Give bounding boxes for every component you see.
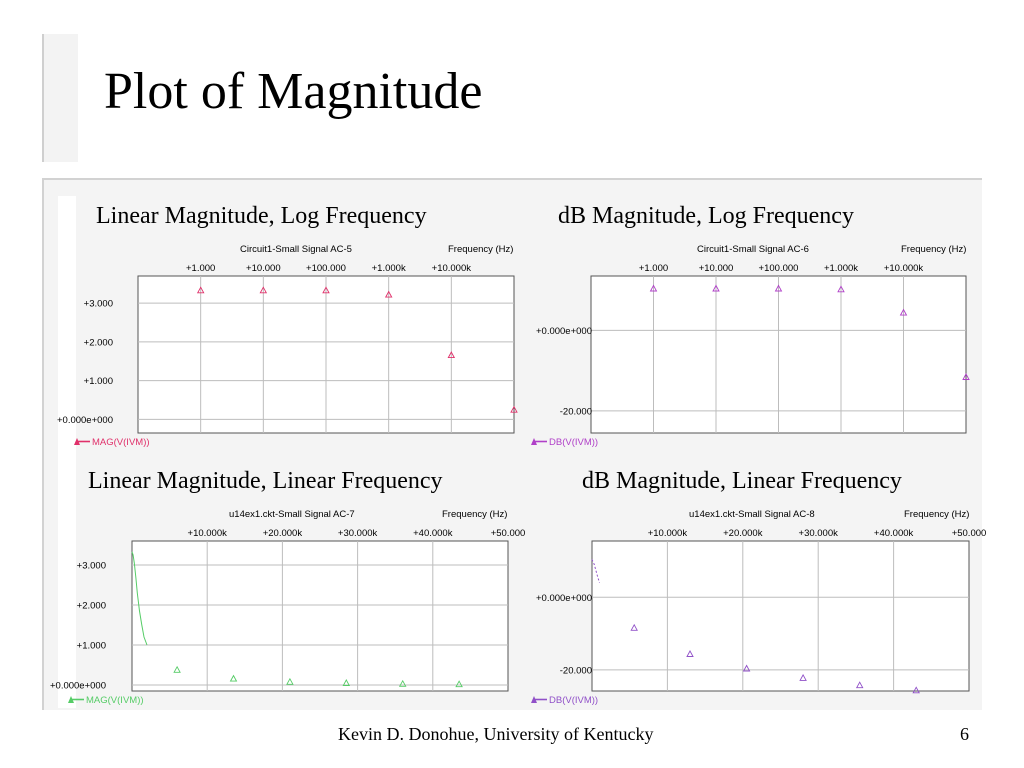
x-tick-label: +40.000k (874, 528, 914, 539)
x-tick-label: +10.000 (699, 263, 734, 274)
data-point-marker (649, 284, 658, 292)
x-tick-label: +1.000k (372, 263, 406, 274)
chart-heading-db-linear: dB Magnitude, Linear Frequency (582, 468, 902, 494)
x-tick-label: +10.000k (188, 528, 228, 539)
chart-title: u14ex1.ckt-Small Signal AC-8 (689, 509, 815, 520)
data-point-marker (342, 679, 351, 686)
data-point-marker (384, 290, 393, 298)
data-point-marker (855, 681, 864, 689)
data-point-marker (398, 679, 407, 687)
data-point-marker (322, 286, 330, 294)
y-tick-label: +1.000 (77, 641, 106, 652)
y-tick-label: +3.000 (84, 299, 113, 310)
x-tick-label: +50.000 (952, 528, 987, 539)
legend-swatch-marker (68, 696, 74, 703)
data-point-marker (510, 405, 518, 413)
x-tick-label: +1.000 (186, 263, 215, 274)
y-tick-label: -20.000 (560, 406, 592, 417)
x-tick-label: +30.000k (338, 528, 378, 539)
data-point-marker (912, 686, 920, 694)
chart-linear-magnitude-linear-frequency: u14ex1.ckt-Small Signal AC-7 Frequency (H… (50, 509, 526, 706)
chart-db-magnitude-linear-frequency: u14ex1.ckt-Small Signal AC-8 Frequency (H… (531, 509, 987, 706)
x-tick-label: +100.000 (306, 263, 346, 274)
page-title: Plot of Magnitude (104, 63, 483, 120)
chart-heading-db-log: dB Magnitude, Log Frequency (558, 203, 854, 229)
plot-area (591, 540, 970, 692)
plot-area (131, 540, 509, 692)
data-point-marker (774, 284, 783, 292)
data-point-marker (899, 308, 908, 316)
x-tick-label: +10.000k (648, 528, 688, 539)
data-point-marker (455, 680, 463, 688)
x-tick-label: +10.000 (246, 263, 281, 274)
data-point-marker (173, 665, 181, 673)
data-point-marker (962, 373, 970, 380)
footer-credit: Kevin D. Donohue, University of Kentucky (338, 724, 654, 744)
legend-swatch-marker (531, 696, 537, 703)
x-tick-label: +100.000 (759, 263, 799, 274)
x-tick-label: +40.000k (413, 528, 453, 539)
page-number: 6 (960, 724, 969, 744)
chart-title: Circuit1-Small Signal AC-5 (240, 244, 352, 255)
data-point-marker (259, 286, 268, 294)
x-tick-label: +10.000k (884, 263, 924, 274)
chart-db-magnitude-log-frequency: Circuit1-Small Signal AC-6 Frequency (Hz)… (531, 244, 970, 448)
chart-heading-linear-linear: Linear Magnitude, Linear Frequency (88, 468, 443, 494)
x-tick-label: +20.000k (723, 528, 763, 539)
x-tick-label: +50.000 (491, 528, 526, 539)
chart-linear-magnitude-log-frequency: Circuit1-Small Signal AC-5 Frequency (Hz)… (57, 244, 518, 448)
y-tick-label: -20.000 (560, 665, 592, 676)
legend-label: MAG(V(IVM)) (86, 695, 144, 706)
y-tick-label: +0.000e+000 (536, 326, 592, 337)
y-tick-label: +0.000e+000 (536, 593, 592, 604)
content-white-strip (58, 196, 76, 708)
x-tick-label: +1.000 (639, 263, 668, 274)
chart-title: Circuit1-Small Signal AC-6 (697, 244, 809, 255)
y-tick-label: +0.000e+000 (50, 681, 106, 692)
y-tick-label: +3.000 (77, 561, 106, 572)
legend-label: DB(V(IVM)) (549, 437, 598, 448)
chart-title: u14ex1.ckt-Small Signal AC-7 (229, 509, 355, 520)
data-point-marker (229, 674, 238, 682)
data-point-marker (686, 650, 694, 657)
y-tick-label: +2.000 (84, 337, 113, 348)
data-point-marker (447, 351, 456, 359)
data-point-marker (630, 623, 638, 631)
data-point-marker (837, 285, 845, 293)
x-tick-label: +1.000k (824, 263, 858, 274)
legend-label: DB(V(IVM)) (549, 695, 598, 706)
chart-heading-linear-log: Linear Magnitude, Log Frequency (96, 203, 427, 229)
series-curve (591, 559, 600, 583)
x-axis-label: Frequency (Hz) (901, 244, 966, 255)
data-point-marker (712, 284, 720, 292)
legend-swatch-marker (74, 438, 80, 445)
x-tick-label: +20.000k (263, 528, 303, 539)
y-tick-label: +2.000 (77, 601, 106, 612)
legend-label: MAG(V(IVM)) (92, 437, 150, 448)
data-point-marker (742, 664, 751, 672)
x-axis-label: Frequency (Hz) (442, 509, 507, 520)
x-tick-label: +10.000k (432, 263, 472, 274)
title-accent-bar (42, 34, 78, 162)
y-tick-label: +1.000 (84, 376, 113, 387)
series-curve (131, 551, 148, 646)
data-point-marker (286, 677, 294, 685)
x-tick-label: +30.000k (799, 528, 839, 539)
x-axis-label: Frequency (Hz) (904, 509, 969, 520)
legend-swatch-marker (531, 438, 537, 445)
data-point-marker (799, 673, 807, 681)
y-tick-label: +0.000e+000 (57, 415, 113, 426)
data-point-marker (196, 286, 205, 294)
x-axis-label: Frequency (Hz) (448, 244, 513, 255)
